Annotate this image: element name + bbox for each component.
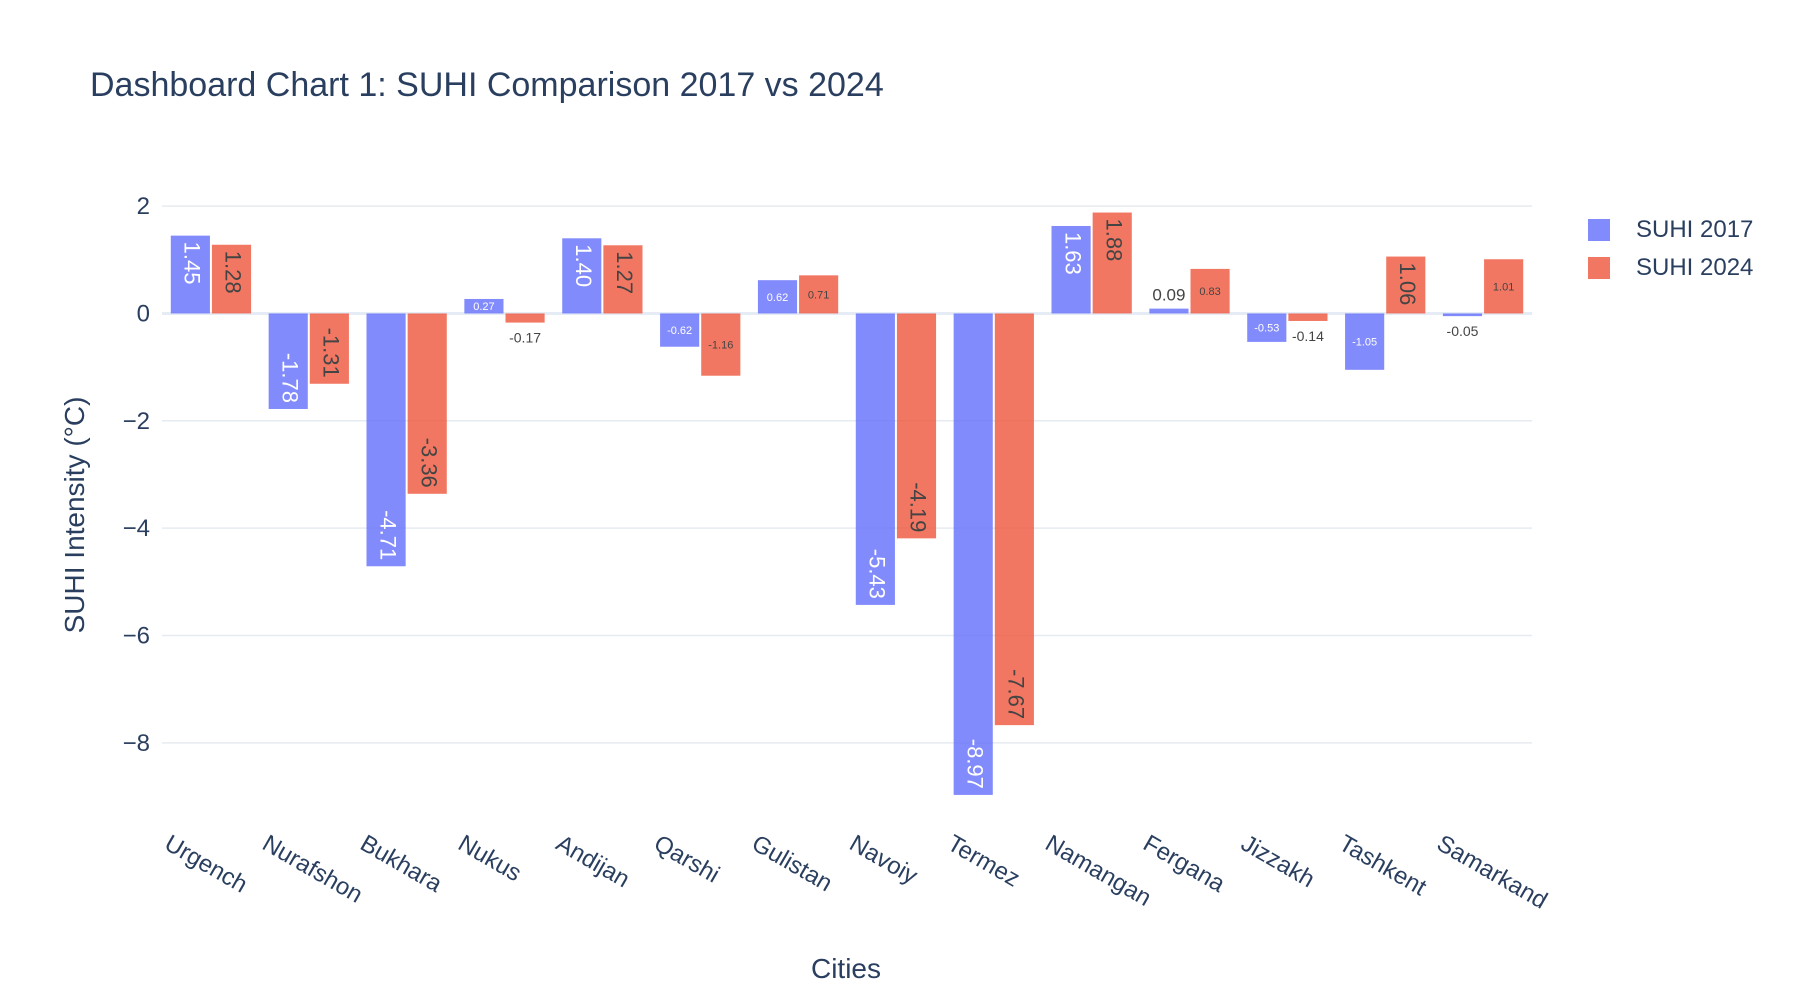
x-tick-label: Urgench: [160, 830, 252, 899]
data-label: -4.19: [906, 482, 931, 532]
data-label: -4.71: [375, 510, 400, 560]
legend-item-suhi-2024[interactable]: SUHI 2024: [1588, 254, 1753, 282]
x-tick-label: Tashkent: [1334, 830, 1431, 902]
x-axis-title: Cities: [811, 953, 881, 984]
x-tick-label: Nurafshon: [258, 830, 367, 909]
bar[interactable]: [896, 313, 937, 539]
y-tick-label: 2: [137, 193, 150, 220]
data-label: -0.62: [667, 325, 692, 337]
bar[interactable]: [1484, 259, 1524, 314]
x-tick-label: Termez: [943, 830, 1025, 893]
bar[interactable]: [1247, 313, 1287, 342]
y-tick-label: −6: [123, 623, 150, 650]
bar[interactable]: [366, 313, 406, 567]
data-label: -7.67: [1004, 669, 1029, 719]
data-label: -5.43: [865, 549, 890, 599]
bar[interactable]: [1149, 308, 1189, 314]
data-label: -3.36: [416, 438, 441, 488]
y-axis-title: SUHI Intensity (°C): [59, 397, 90, 634]
legend-label: SUHI 2024: [1636, 254, 1754, 281]
data-label: 1.45: [180, 242, 205, 285]
data-label: 1.01: [1493, 281, 1514, 293]
bar[interactable]: [1051, 225, 1091, 314]
bar[interactable]: [1190, 268, 1230, 314]
y-tick-label: −2: [123, 408, 150, 435]
bar[interactable]: [1288, 313, 1328, 321]
data-label: 1.63: [1060, 232, 1085, 275]
data-label: 0.09: [1152, 286, 1185, 305]
bar[interactable]: [562, 238, 602, 314]
legend-item-suhi-2017[interactable]: SUHI 2017: [1588, 216, 1753, 244]
bar[interactable]: [660, 313, 700, 347]
bar[interactable]: [1345, 313, 1385, 370]
data-label: 0.27: [473, 301, 494, 313]
x-tick-label: Bukhara: [356, 830, 447, 898]
data-label: -0.14: [1292, 328, 1324, 344]
data-label: 1.88: [1101, 219, 1126, 262]
data-label: 0.62: [767, 292, 788, 304]
data-labels: 1.45 -1.78 -4.71 0.27 1.40 -0.62 0.62 -5.43 -8.9…: [180, 219, 1515, 789]
x-tick-label: Samarkand: [1432, 830, 1552, 915]
bar[interactable]: [855, 313, 895, 605]
x-tick-label: Qarshi: [649, 830, 724, 889]
x-tick-label: Jizzakh: [1236, 830, 1319, 893]
legend-label: SUHI 2017: [1636, 216, 1754, 243]
data-label: 1.06: [1395, 263, 1420, 306]
x-tick-label: Nukus: [454, 830, 526, 887]
data-label: 1.27: [612, 251, 637, 294]
data-label: 1.28: [221, 251, 246, 294]
bar[interactable]: [170, 235, 210, 314]
data-label: 0.83: [1199, 286, 1220, 298]
x-tick-label: Navoiy: [845, 830, 922, 890]
x-tick-label: Gulistan: [747, 830, 837, 897]
data-label: 1.40: [571, 244, 596, 287]
chart-title: Dashboard Chart 1: SUHI Comparison 2017 …: [90, 66, 884, 104]
y-axis-ticks: 2 0 −2 −4 −6 −8: [123, 193, 150, 757]
data-label: -1.31: [319, 328, 344, 378]
data-label: 0.71: [808, 289, 829, 301]
bar[interactable]: [268, 313, 308, 409]
x-tick-label: Namangan: [1041, 830, 1156, 912]
bar[interactable]: [1442, 313, 1483, 317]
bar[interactable]: [701, 313, 741, 376]
data-label: -1.05: [1352, 337, 1377, 349]
y-tick-label: −4: [123, 515, 150, 542]
bars: [170, 212, 1524, 795]
data-label: -1.16: [708, 340, 733, 352]
bar[interactable]: [799, 275, 839, 314]
bar[interactable]: [757, 280, 798, 314]
y-tick-label: 0: [137, 300, 150, 327]
y-tick-label: −8: [123, 730, 150, 757]
bar[interactable]: [1386, 256, 1426, 314]
bar[interactable]: [407, 313, 447, 494]
legend-swatch-suhi-2017: [1588, 219, 1610, 241]
legend-swatch-suhi-2024: [1588, 257, 1610, 279]
bar[interactable]: [309, 313, 349, 384]
bar[interactable]: [603, 245, 643, 314]
x-tick-label: Andijan: [551, 830, 634, 893]
bar[interactable]: [994, 313, 1034, 726]
data-label: -8.97: [962, 739, 987, 789]
bar[interactable]: [464, 298, 504, 314]
data-label: -0.05: [1447, 323, 1479, 339]
data-label: -0.53: [1254, 323, 1279, 335]
data-label: -1.78: [277, 353, 302, 403]
data-label: -0.17: [509, 330, 541, 346]
bar[interactable]: [1092, 212, 1132, 314]
bar[interactable]: [953, 313, 993, 795]
bar[interactable]: [211, 244, 252, 314]
bar[interactable]: [505, 313, 545, 323]
